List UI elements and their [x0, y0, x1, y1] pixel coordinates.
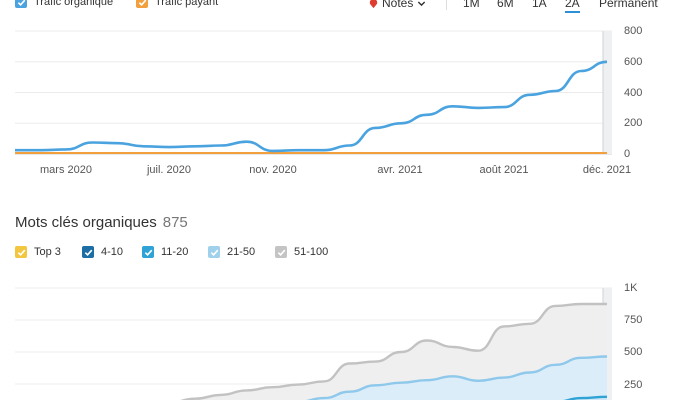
checkmark-icon — [17, 0, 25, 6]
keywords-title: Mots clés organiques — [15, 214, 157, 231]
legend-4-10-label: 4-10 — [101, 246, 124, 258]
traffic-chart — [15, 30, 612, 155]
current-period-band — [603, 288, 612, 400]
y-tick-label: 750 — [624, 314, 643, 326]
chevron-down-icon — [418, 0, 426, 6]
x-tick-label: mars 2020 — [40, 164, 92, 176]
notes-dropdown[interactable]: Notes — [368, 0, 426, 10]
legend-top3[interactable]: Top 3 — [15, 246, 61, 258]
x-tick-label: déc. 2021 — [582, 164, 632, 176]
line-51-100 — [180, 302, 607, 400]
range-6m[interactable]: 6M — [497, 0, 514, 10]
legend-21-50[interactable]: 21-50 — [208, 246, 255, 258]
keywords-count: 875 — [162, 214, 188, 231]
y-tick-label: 1K — [624, 282, 638, 294]
legend-organic[interactable]: Trafic organique — [15, 0, 113, 8]
y-tick-label: 600 — [624, 56, 643, 68]
x-tick-label: juil. 2020 — [146, 164, 192, 176]
checkbox-21-50[interactable] — [208, 246, 220, 258]
toolbar-divider — [446, 0, 447, 10]
legend-paid[interactable]: Trafic payant — [136, 0, 218, 8]
y-tick-label: 250 — [624, 379, 643, 391]
checkbox-paid[interactable] — [136, 0, 148, 8]
y-tick-label: 500 — [624, 346, 643, 358]
current-period-band — [603, 31, 612, 154]
checkbox-organic[interactable] — [15, 0, 27, 8]
y-tick-label: 800 — [624, 25, 643, 37]
notes-label: Notes — [382, 0, 414, 10]
keywords-section-title: Mots clés organiques 875 — [15, 214, 188, 231]
checkbox-11-20[interactable] — [142, 246, 154, 258]
range-2a[interactable]: 2A — [565, 0, 580, 13]
checkbox-51-100[interactable] — [275, 246, 287, 258]
range-1a[interactable]: 1A — [532, 0, 547, 10]
note-pin-icon — [369, 0, 378, 8]
y-tick-label: 0 — [624, 148, 631, 160]
checkmark-icon — [138, 0, 146, 6]
legend-top3-label: Top 3 — [34, 246, 61, 258]
checkmark-icon — [277, 249, 285, 256]
y-tick-label: 200 — [624, 117, 643, 129]
x-tick-label: nov. 2020 — [249, 164, 297, 176]
legend-organic-label: Trafic organique — [34, 0, 114, 8]
y-tick-label: 400 — [624, 87, 643, 99]
checkmark-icon — [17, 249, 25, 256]
checkmark-icon — [210, 249, 218, 256]
organic-traffic-line — [15, 60, 608, 153]
legend-51-100[interactable]: 51-100 — [275, 246, 328, 258]
legend-paid-label: Trafic payant — [155, 0, 219, 8]
legend-21-50-label: 21-50 — [227, 246, 256, 258]
range-1m[interactable]: 1M — [463, 0, 480, 10]
legend-11-20-label: 11-20 — [161, 246, 189, 258]
line-21-50 — [306, 355, 608, 400]
checkbox-top3[interactable] — [15, 246, 27, 258]
legend-11-20[interactable]: 11-20 — [142, 246, 188, 258]
legend-51-100-label: 51-100 — [294, 246, 329, 258]
x-tick-label: août 2021 — [479, 164, 529, 176]
x-tick-label: avr. 2021 — [377, 164, 423, 176]
legend-4-10[interactable]: 4-10 — [82, 246, 123, 258]
checkbox-4-10[interactable] — [82, 246, 94, 258]
range-permanent[interactable]: Permanent — [599, 0, 658, 10]
checkmark-icon — [144, 249, 152, 256]
area-21-50 — [311, 356, 607, 400]
checkmark-icon — [84, 249, 92, 256]
